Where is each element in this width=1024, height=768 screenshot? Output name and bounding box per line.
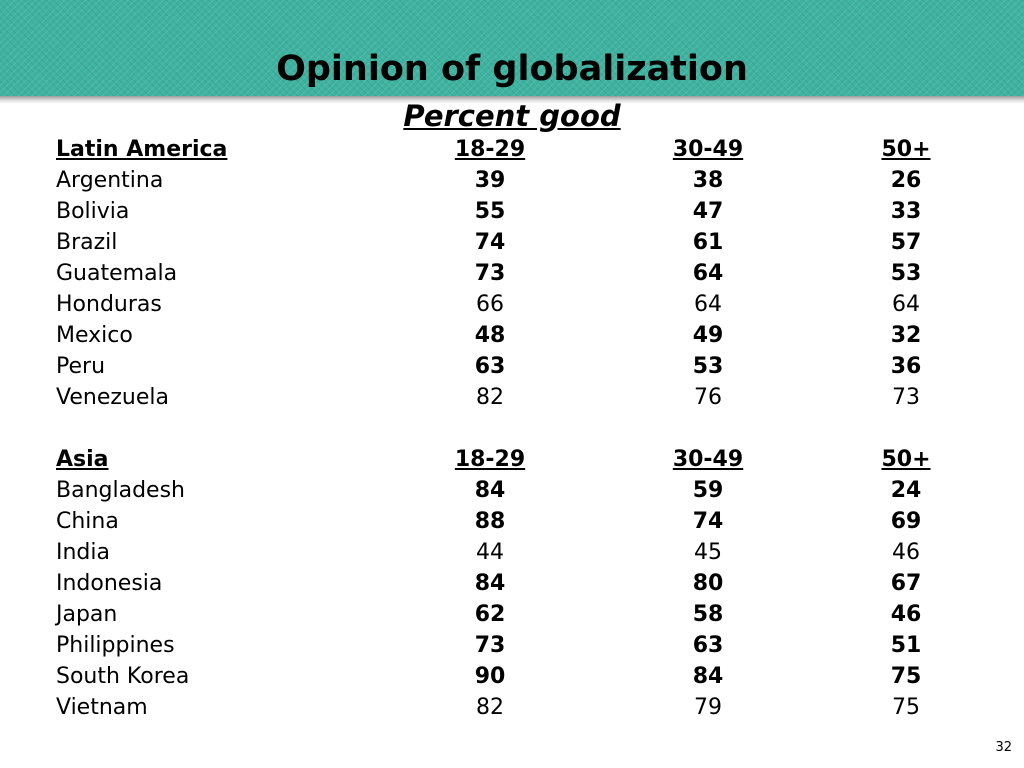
table-row: Peru 63 53 36: [0, 351, 1024, 382]
value-18-29: 74: [474, 230, 506, 255]
value-30-49: 53: [692, 354, 724, 379]
value-50-plus: 75: [892, 695, 920, 720]
country-name: China: [56, 509, 119, 534]
slide-subtitle: Percent good: [403, 99, 621, 133]
value-30-49: 59: [692, 478, 724, 503]
value-18-29: 55: [474, 199, 506, 224]
country-name: Japan: [56, 602, 118, 627]
table-row: Brazil 74 61 57: [0, 227, 1024, 258]
value-50-plus: 69: [890, 509, 922, 534]
value-50-plus: 57: [890, 230, 922, 255]
table-row: Bolivia 55 47 33: [0, 196, 1024, 227]
table-row: Bangladesh 84 59 24: [0, 475, 1024, 506]
value-18-29: 73: [474, 261, 506, 286]
value-50-plus: 75: [890, 664, 922, 689]
slide-title: Opinion of globalization: [276, 49, 748, 89]
value-30-49: 61: [692, 230, 724, 255]
value-30-49: 64: [692, 261, 724, 286]
value-18-29: 90: [474, 664, 506, 689]
value-18-29: 82: [476, 695, 504, 720]
value-18-29: 44: [476, 540, 504, 565]
country-name: Argentina: [56, 168, 164, 193]
country-name: Mexico: [56, 323, 133, 348]
value-18-29: 73: [474, 633, 506, 658]
value-50-plus: 53: [890, 261, 922, 286]
country-name: Philippines: [56, 633, 175, 658]
country-name: Guatemala: [56, 261, 178, 286]
value-18-29: 62: [474, 602, 506, 627]
value-50-plus: 67: [890, 571, 922, 596]
country-name: Vietnam: [56, 695, 148, 720]
value-30-49: 49: [692, 323, 724, 348]
value-30-49: 84: [692, 664, 724, 689]
column-header-18-29: 18-29: [454, 447, 526, 472]
table-row: Guatemala 73 64 53: [0, 258, 1024, 289]
country-name: Venezuela: [56, 385, 169, 410]
value-18-29: 66: [476, 292, 504, 317]
value-50-plus: 64: [892, 292, 920, 317]
section-label: Latin America: [56, 137, 228, 162]
value-50-plus: 24: [890, 478, 922, 503]
table-row: Vietnam 82 79 75: [0, 692, 1024, 723]
table-row: Venezuela 82 76 73: [0, 382, 1024, 413]
value-50-plus: 51: [890, 633, 922, 658]
table-row: Mexico 48 49 32: [0, 320, 1024, 351]
country-name: India: [56, 540, 110, 565]
table-row: India 44 45 46: [0, 537, 1024, 568]
value-18-29: 84: [474, 571, 506, 596]
country-name: South Korea: [56, 664, 190, 689]
value-50-plus: 46: [892, 540, 920, 565]
section-header-asia: Asia 18-29 30-49 50+: [0, 444, 1024, 475]
table-row: China 88 74 69: [0, 506, 1024, 537]
table-row: South Korea 90 84 75: [0, 661, 1024, 692]
value-50-plus: 73: [892, 385, 920, 410]
column-header-50-plus: 50+: [881, 137, 931, 162]
value-18-29: 88: [474, 509, 506, 534]
country-name: Brazil: [56, 230, 118, 255]
value-30-49: 63: [692, 633, 724, 658]
table-row: Japan 62 58 46: [0, 599, 1024, 630]
table-row: Indonesia 84 80 67: [0, 568, 1024, 599]
country-name: Bolivia: [56, 199, 130, 224]
title-banner: [0, 0, 1024, 96]
banner-divider: [0, 96, 1024, 104]
value-50-plus: 46: [890, 602, 922, 627]
value-50-plus: 33: [890, 199, 922, 224]
value-30-49: 76: [694, 385, 722, 410]
value-18-29: 82: [476, 385, 504, 410]
value-30-49: 45: [694, 540, 722, 565]
value-30-49: 80: [692, 571, 724, 596]
value-50-plus: 32: [890, 323, 922, 348]
column-header-30-49: 30-49: [672, 137, 744, 162]
column-header-50-plus: 50+: [881, 447, 931, 472]
section-label: Asia: [56, 447, 109, 472]
value-18-29: 48: [474, 323, 506, 348]
country-name: Peru: [56, 354, 106, 379]
table-row: Philippines 73 63 51: [0, 630, 1024, 661]
value-18-29: 39: [474, 168, 506, 193]
section-header-latin-america: Latin America 18-29 30-49 50+: [0, 134, 1024, 165]
value-18-29: 63: [474, 354, 506, 379]
value-50-plus: 36: [890, 354, 922, 379]
table-row: Argentina 39 38 26: [0, 165, 1024, 196]
value-50-plus: 26: [890, 168, 922, 193]
value-30-49: 38: [692, 168, 724, 193]
value-30-49: 79: [694, 695, 722, 720]
country-name: Indonesia: [56, 571, 163, 596]
country-name: Honduras: [56, 292, 162, 317]
value-30-49: 47: [692, 199, 724, 224]
column-header-30-49: 30-49: [672, 447, 744, 472]
value-18-29: 84: [474, 478, 506, 503]
value-30-49: 64: [694, 292, 722, 317]
column-header-18-29: 18-29: [454, 137, 526, 162]
value-30-49: 74: [692, 509, 724, 534]
value-30-49: 58: [692, 602, 724, 627]
table-row: Honduras 66 64 64: [0, 289, 1024, 320]
page-number: 32: [995, 740, 1012, 755]
country-name: Bangladesh: [56, 478, 185, 503]
